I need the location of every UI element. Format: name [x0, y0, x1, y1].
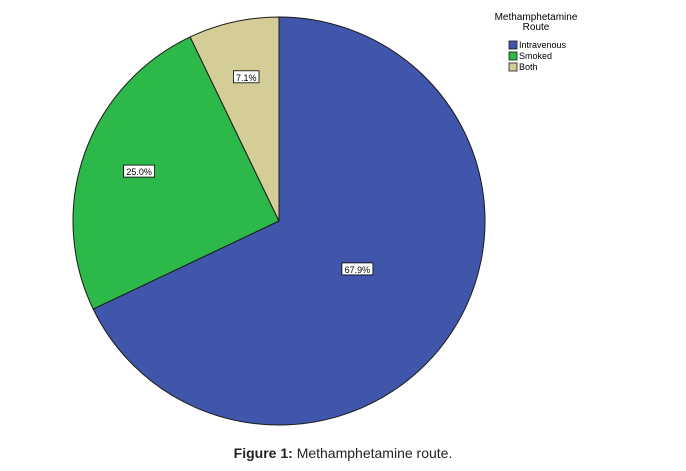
pie-label-text-smoked: 25.0% [126, 167, 152, 177]
pie-slice-smoked [72, 36, 280, 310]
figure-caption: Figure 1: Methamphetamine route. [0, 445, 686, 461]
pie-slice-both [189, 16, 280, 222]
legend-label-both: Both [519, 62, 538, 72]
pie-label-intravenous: 67.9% [341, 262, 374, 276]
pie-label-box-both [232, 70, 260, 84]
figure-caption-label: Figure 1: [233, 445, 293, 461]
legend-title-line: Methamphetamine [495, 12, 578, 23]
pie-slices [72, 16, 486, 426]
pie-slice-intravenous [92, 16, 486, 426]
pie-label-text-both: 7.1% [236, 73, 257, 83]
pie-label-box-smoked [123, 164, 155, 178]
legend-swatch-both [508, 62, 518, 72]
pie-label-smoked: 25.0% [123, 164, 155, 178]
legend-label-intravenous: Intravenous [519, 40, 567, 50]
figure-caption-text: Methamphetamine route. [296, 445, 453, 461]
pie-data-labels: 67.9% 25.0% 7.1% [123, 70, 374, 276]
legend-label-smoked: Smoked [519, 51, 552, 61]
legend-swatch-intravenous [508, 40, 518, 50]
pie-label-both: 7.1% [232, 70, 260, 84]
legend-swatch-smoked [508, 51, 518, 61]
legend-title-line: Route [523, 22, 550, 33]
pie-label-box-intravenous [341, 262, 374, 276]
pie-label-text-intravenous: 67.9% [345, 265, 371, 275]
